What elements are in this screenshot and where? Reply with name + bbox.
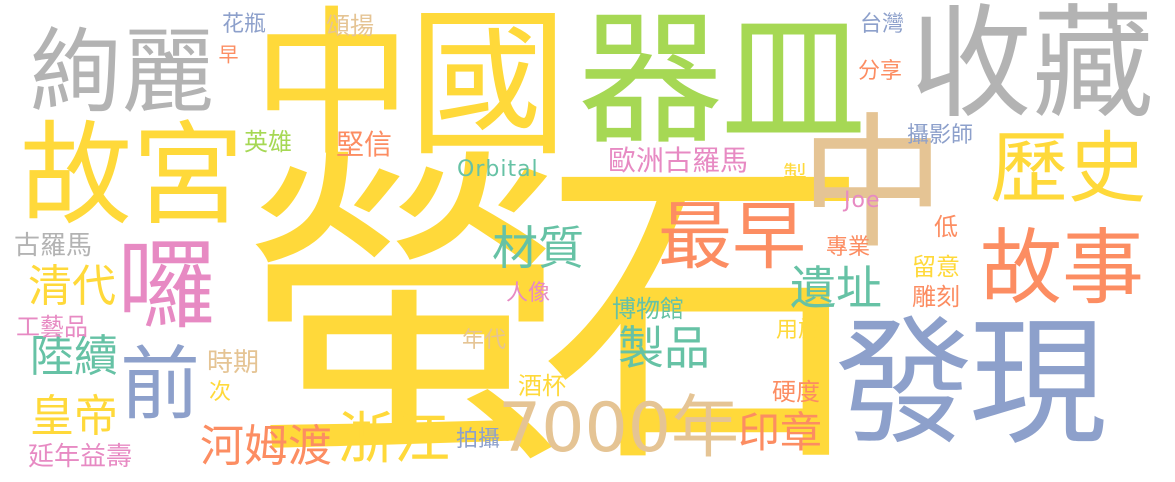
word-zhongguo: 中國 xyxy=(252,0,568,178)
word-guluoma: 古羅馬 xyxy=(14,231,93,261)
word-shoucang: 收藏 xyxy=(910,0,1154,135)
word-huaping: 花瓶 xyxy=(222,12,267,37)
word-lishi: 歷史 xyxy=(990,124,1147,214)
word-zhejiang: 浙江 xyxy=(338,407,450,472)
word-yannian-yishou: 延年益壽 xyxy=(28,442,133,472)
word-fenxiang: 分享 xyxy=(858,59,903,84)
word-joe: Joe xyxy=(844,188,881,213)
word-renxiang: 人像 xyxy=(506,281,551,306)
word-zhuanye: 專業 xyxy=(826,235,871,260)
word-faxian: 發現 xyxy=(835,303,1107,464)
word-orbital: Orbital xyxy=(457,157,539,182)
word-luo: 囉 xyxy=(118,229,217,343)
word-diaoke: 雕刻 xyxy=(912,283,960,311)
word-zuizao: 最早 xyxy=(658,194,806,280)
word-songyang: 頌揚 xyxy=(326,12,374,40)
word-qingdai: 清代 xyxy=(28,261,116,312)
word-xuanli: 絢麗 xyxy=(30,19,215,126)
word-zhi: 製 xyxy=(783,161,807,189)
word-di: 低 xyxy=(934,213,958,241)
word-liuyi: 留意 xyxy=(912,253,960,281)
word-luxu: 陸續 xyxy=(30,331,118,382)
word-zhipin: 製品 xyxy=(618,321,710,375)
word-7000nian: 7000年 xyxy=(498,389,740,468)
word-taiwan: 台灣 xyxy=(860,12,905,37)
word-ouzhou-guluoma: 歐洲古羅馬 xyxy=(608,144,749,177)
word-ci: 次 xyxy=(209,380,232,405)
word-yongyu: 用於 xyxy=(776,318,821,343)
word-sheyingshi: 攝影師 xyxy=(907,123,974,148)
word-qimin: 器皿 xyxy=(578,0,866,165)
word-huangdi: 皇帝 xyxy=(30,391,118,442)
word-gongyipin: 工藝品 xyxy=(16,313,88,341)
word-jianxin: 堅信 xyxy=(336,128,393,161)
word-zhong: 中 xyxy=(800,100,945,269)
word-yingxiong: 英雄 xyxy=(244,128,292,156)
word-caizhi: 材質 xyxy=(492,221,584,275)
word-bowuguan: 博物館 xyxy=(612,295,684,323)
word-gugong: 故宮 xyxy=(20,111,244,241)
word-yizhi: 遺址 xyxy=(790,261,882,315)
word-gushi: 故事 xyxy=(980,221,1145,316)
word-qian: 前 xyxy=(120,338,200,431)
word-zao: 早 xyxy=(215,44,239,64)
word-niandai: 年代 xyxy=(462,328,507,353)
word-yingshi: 螢石 xyxy=(240,123,870,482)
word-paishe: 拍攝 xyxy=(456,427,501,452)
word-jiubei: 酒杯 xyxy=(518,372,566,400)
word-hemudu: 河姆渡 xyxy=(200,421,332,472)
word-yinzhang: 印章 xyxy=(738,408,823,457)
word-yingdu: 硬度 xyxy=(772,378,820,406)
word-shiqi: 時期 xyxy=(207,348,260,378)
